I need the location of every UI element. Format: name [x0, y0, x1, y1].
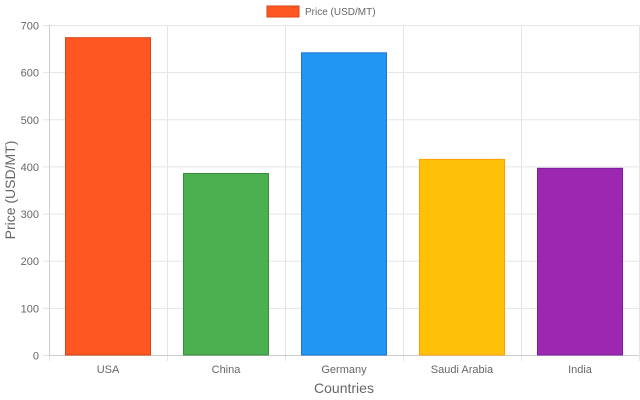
y-axis-title: Price (USD/MT) — [2, 141, 18, 240]
legend-swatch[interactable] — [266, 5, 300, 18]
x-tick-label: Saudi Arabia — [431, 364, 494, 376]
x-tick-labels: USA China Germany Saudi Arabia India — [97, 364, 593, 376]
bar-china[interactable] — [183, 173, 269, 356]
bar-germany[interactable] — [301, 52, 387, 356]
bar-usa[interactable] — [65, 37, 151, 356]
y-tick-label: 100 — [21, 303, 39, 315]
y-tick-label: 400 — [21, 162, 39, 174]
bar-saudi-arabia[interactable] — [419, 158, 505, 356]
x-tick-label: USA — [97, 364, 120, 376]
y-tick-label: 200 — [21, 256, 39, 268]
legend[interactable]: Price (USD/MT) — [266, 5, 376, 18]
y-tick-label: 600 — [21, 68, 39, 80]
y-tick-label: 300 — [21, 209, 39, 221]
x-axis-title: Countries — [314, 380, 374, 396]
x-tick-label: China — [212, 364, 242, 376]
y-tick-label: 500 — [21, 115, 39, 127]
x-tick-label: India — [568, 364, 593, 376]
x-tick-label: Germany — [321, 364, 367, 376]
y-tick-label: 0 — [33, 351, 39, 363]
legend-label: Price (USD/MT) — [305, 7, 376, 18]
y-tick-labels: 0 100 200 300 400 500 600 700 — [21, 21, 39, 363]
y-tick-label: 700 — [21, 21, 39, 33]
bar-india[interactable] — [537, 167, 623, 356]
bars — [65, 37, 623, 356]
